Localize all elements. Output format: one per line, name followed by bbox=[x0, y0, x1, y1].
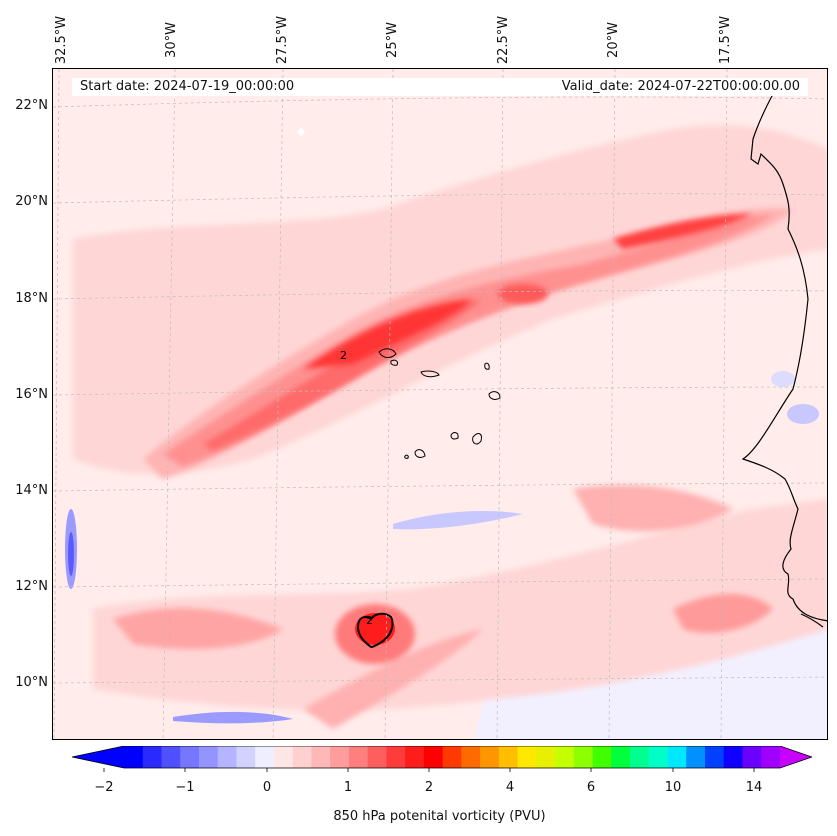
colorbar-cell bbox=[423, 746, 444, 768]
latitude-label-10N: 10°N bbox=[15, 675, 48, 690]
colorbar-cell bbox=[761, 746, 781, 768]
colorbar-tick-4: 4 bbox=[505, 780, 515, 795]
colorbar-cell bbox=[573, 746, 594, 768]
cape-verde-islands bbox=[378, 348, 501, 459]
colorbar-cell bbox=[311, 746, 331, 768]
colorbar-cell bbox=[555, 746, 575, 768]
colorbar-cell bbox=[236, 746, 256, 768]
colorbar-cell bbox=[330, 746, 350, 768]
colorbar-cell bbox=[255, 746, 275, 768]
colorbar-cell bbox=[517, 746, 537, 768]
latitude-label-16N: 16°N bbox=[15, 387, 48, 402]
valid-date: Valid_date: 2024-07-22T00:00:00.00 bbox=[561, 79, 800, 94]
colorbar-cell bbox=[667, 746, 687, 768]
pv-streak-layer-3 bbox=[203, 299, 483, 451]
latitude-label-12N: 12°N bbox=[15, 579, 48, 594]
pv-south-patch-2 bbox=[573, 485, 733, 532]
colorbar-cell bbox=[536, 746, 556, 768]
colorbar-cell bbox=[405, 746, 425, 768]
africa-coastline-south bbox=[800, 613, 824, 628]
longitude-label-20W: 20°W bbox=[606, 22, 621, 58]
colorbar-cell bbox=[367, 746, 387, 768]
colorbar bbox=[72, 746, 812, 772]
longitude-label-30W: 30°W bbox=[164, 22, 179, 58]
colorbar-cell bbox=[480, 746, 500, 768]
colorbar-cell bbox=[142, 746, 162, 768]
colorbar-over-arrow bbox=[780, 746, 812, 768]
colorbar-cell bbox=[611, 746, 631, 768]
pv-south-patch-3 bbox=[673, 594, 773, 633]
latitude-label-18N: 18°N bbox=[15, 291, 48, 306]
colorbar-tick-neg1: −1 bbox=[175, 780, 195, 795]
pv-map: 2 2 bbox=[52, 68, 828, 740]
colorbar-cell bbox=[686, 746, 706, 768]
pv-streak-core-2 bbox=[613, 214, 753, 249]
longitude-label-32.5W: 32.5°W bbox=[54, 15, 69, 65]
latitude-label-14N: 14°N bbox=[15, 483, 48, 498]
diamond-marker bbox=[297, 127, 305, 137]
colorbar-cell bbox=[180, 746, 200, 768]
pv-streak-core-3 bbox=[498, 284, 548, 304]
colorbar-outline bbox=[72, 746, 812, 769]
colorbar-cell bbox=[648, 746, 669, 768]
colorbar-cell bbox=[217, 746, 237, 768]
colorbar-tick-1: 1 bbox=[343, 780, 353, 795]
colorbar-cell bbox=[292, 746, 312, 768]
colorbar-cell bbox=[273, 746, 294, 768]
vortex-contour-label: 2 bbox=[366, 614, 373, 627]
colorbar-cell bbox=[461, 746, 481, 768]
colorbar-cell bbox=[705, 746, 725, 768]
vortex-contour bbox=[356, 612, 394, 649]
pv-south-patch-1 bbox=[113, 608, 283, 649]
pv-streak-core-1 bbox=[303, 299, 473, 369]
colorbar-tick-6: 6 bbox=[586, 780, 596, 795]
streak-contour-label: 2 bbox=[340, 349, 347, 362]
graticule bbox=[53, 69, 827, 739]
colorbar-tick-neg2: −2 bbox=[94, 780, 114, 795]
negative-pv-west-core bbox=[68, 532, 74, 576]
colorbar-cell bbox=[124, 746, 144, 768]
colorbar-under-arrow bbox=[72, 746, 124, 768]
colorbar-label: 850 hPa potenital vorticity (PVU) bbox=[333, 809, 546, 824]
longitude-label-27.5W: 27.5°W bbox=[275, 15, 290, 65]
colorbar-cell bbox=[198, 746, 219, 768]
africa-coastline bbox=[741, 93, 827, 622]
longitude-label-17.5W: 17.5°W bbox=[718, 15, 733, 65]
date-info-bar: Start date: 2024-07-19_00:00:00 Valid_da… bbox=[72, 78, 808, 96]
colorbar-cell bbox=[742, 746, 762, 768]
vortex-core bbox=[355, 613, 395, 645]
colorbar-cell bbox=[386, 746, 406, 768]
colorbar-tick-0: 0 bbox=[262, 780, 272, 795]
pv-field: 2 2 bbox=[53, 69, 827, 739]
colorbar-tick-2: 2 bbox=[424, 780, 434, 795]
start-date: Start date: 2024-07-19_00:00:00 bbox=[80, 79, 295, 94]
negative-pv-east-2 bbox=[771, 371, 795, 387]
colorbar-cell bbox=[630, 746, 650, 768]
longitude-label-22.5W: 22.5°W bbox=[496, 15, 511, 65]
colorbar-cell bbox=[348, 746, 369, 768]
colorbar-cell bbox=[498, 746, 519, 768]
pv-south-patch-4 bbox=[303, 629, 483, 729]
colorbar-cell bbox=[442, 746, 462, 768]
latitude-label-22N: 22°N bbox=[15, 98, 48, 113]
colorbar-tick-14: 14 bbox=[745, 780, 763, 795]
colorbar-cell bbox=[161, 746, 181, 768]
negative-pv-east bbox=[787, 404, 819, 424]
pv-band-south-broad bbox=[93, 499, 827, 710]
colorbar-tick-10: 10 bbox=[664, 780, 682, 795]
colorbar-cell bbox=[723, 746, 744, 768]
latitude-label-20N: 20°N bbox=[15, 194, 48, 209]
negative-pv-south-band bbox=[173, 711, 293, 724]
negative-pv-streak bbox=[393, 511, 523, 530]
colorbar-cell bbox=[592, 746, 612, 768]
longitude-label-25W: 25°W bbox=[385, 22, 400, 58]
